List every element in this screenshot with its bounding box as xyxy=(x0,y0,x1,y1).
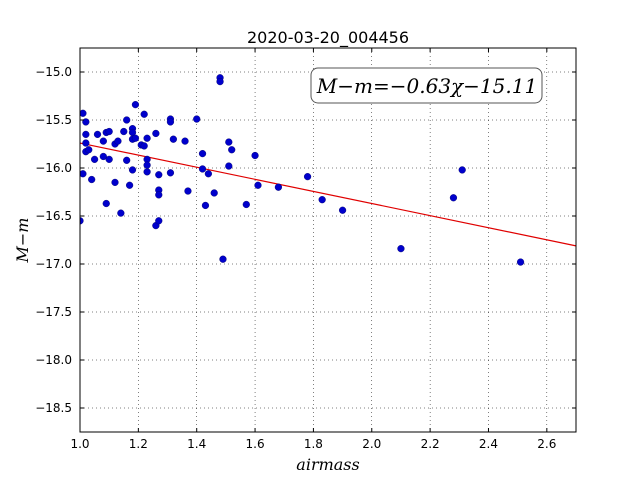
x-tick-label: 1.0 xyxy=(70,437,89,451)
fit-equation-text: M−m=−0.63χ−15.11 xyxy=(316,74,537,98)
y-tick-label: −18.5 xyxy=(35,401,72,415)
y-tick-labels: −15.0 −15.5 −16.0 −16.5 −17.0 −17.5 −18.0 −18.5 xyxy=(35,65,72,415)
y-tick-label: −15.0 xyxy=(35,65,72,79)
data-point xyxy=(111,178,119,187)
data-point xyxy=(166,169,175,177)
y-tick-label: −17.0 xyxy=(35,257,72,271)
data-point xyxy=(193,115,201,123)
data-point xyxy=(198,150,207,158)
data-point xyxy=(152,129,160,138)
data-point xyxy=(90,155,99,163)
data-point xyxy=(225,162,233,170)
data-point xyxy=(128,166,137,174)
fit-annotation: M−m=−0.63χ−15.11 xyxy=(310,67,543,104)
data-point xyxy=(181,137,189,145)
annotation-box xyxy=(310,67,543,104)
y-tick-label: −16.5 xyxy=(35,209,72,223)
data-point xyxy=(131,134,140,142)
data-point xyxy=(216,77,224,86)
data-point xyxy=(126,181,134,189)
data-point xyxy=(198,165,207,173)
x-tick-label: 1.6 xyxy=(246,437,265,451)
data-point xyxy=(99,137,107,145)
y-axis-label: M−m xyxy=(13,218,32,264)
data-point xyxy=(201,201,210,210)
data-point xyxy=(88,175,96,184)
data-point xyxy=(85,146,93,154)
data-point xyxy=(449,194,458,202)
x-tick-label: 1.8 xyxy=(304,437,323,451)
data-point xyxy=(303,173,312,181)
data-point xyxy=(82,139,90,147)
y-tick-label: −15.5 xyxy=(35,113,72,127)
x-tick-label: 1.2 xyxy=(129,437,148,451)
x-tick-label: 1.4 xyxy=(187,437,206,451)
data-point xyxy=(228,146,236,154)
data-point xyxy=(318,196,326,204)
data-point xyxy=(274,183,283,191)
data-point xyxy=(225,138,233,146)
axis-ticks xyxy=(79,48,576,432)
data-point xyxy=(155,217,163,225)
data-point xyxy=(242,200,250,209)
data-point xyxy=(105,155,113,163)
scatter-points xyxy=(80,74,525,266)
x-tick-labels: 1.0 1.2 1.4 1.6 1.8 2.0 2.2 2.4 2.6 xyxy=(70,437,556,451)
data-point xyxy=(155,171,163,179)
data-point xyxy=(219,255,227,263)
data-point xyxy=(143,168,151,176)
data-point xyxy=(184,187,192,195)
x-tick-label: 2.2 xyxy=(421,437,440,451)
data-point xyxy=(338,206,347,214)
data-point xyxy=(102,199,110,208)
data-point xyxy=(169,135,177,143)
data-point xyxy=(123,116,131,124)
data-point xyxy=(114,137,122,145)
fit-line-layer xyxy=(79,142,577,247)
x-tick-label: 2.6 xyxy=(537,437,556,451)
data-point xyxy=(397,245,405,253)
y-tick-label: −17.5 xyxy=(35,305,72,319)
x-axis-label: airmass xyxy=(296,455,359,474)
data-point xyxy=(140,110,148,118)
data-point xyxy=(254,181,262,189)
plot-background xyxy=(80,48,576,432)
point-group xyxy=(80,74,525,266)
y-tick-label: −16.0 xyxy=(35,161,72,175)
data-point xyxy=(93,130,102,139)
chart-title: 2020-03-20_004456 xyxy=(247,28,409,48)
data-point xyxy=(80,109,87,117)
data-point xyxy=(82,130,90,139)
data-point xyxy=(458,166,466,174)
grid-lines xyxy=(79,48,576,432)
data-point xyxy=(516,258,525,266)
data-point xyxy=(80,170,87,178)
data-point xyxy=(99,152,107,161)
data-point xyxy=(123,156,131,164)
data-point xyxy=(251,151,259,160)
data-point xyxy=(143,161,151,169)
data-point xyxy=(80,217,84,225)
data-point xyxy=(120,127,128,136)
plot-frame xyxy=(79,47,577,433)
plot-area xyxy=(79,47,577,433)
data-point xyxy=(166,118,175,126)
data-point xyxy=(131,101,140,109)
data-point xyxy=(117,209,125,217)
fit-line xyxy=(79,142,577,247)
y-tick-label: −18.0 xyxy=(35,353,72,367)
data-point xyxy=(105,127,113,136)
x-tick-label: 2.0 xyxy=(362,437,381,451)
x-tick-label: 2.4 xyxy=(479,437,498,451)
data-point xyxy=(155,191,163,199)
data-point xyxy=(82,118,90,126)
data-point xyxy=(140,142,148,150)
data-point xyxy=(204,170,212,178)
data-point xyxy=(210,189,218,197)
data-point xyxy=(143,134,151,142)
